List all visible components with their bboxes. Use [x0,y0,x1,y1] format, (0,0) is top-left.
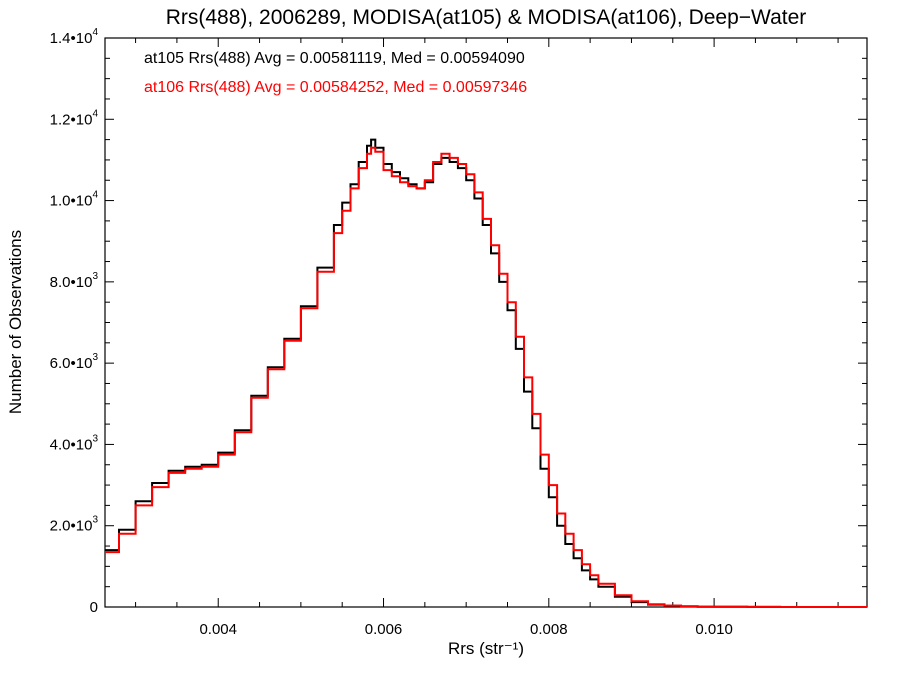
y-tick-label-base: 1.0•10 [50,193,93,210]
y-tick-label-base: 8.0•10 [50,274,93,291]
y-tick-label-exponent: 3 [92,433,98,444]
y-tick-label: 4.0•103 [50,433,99,453]
series-layer [105,138,867,608]
y-tick-label: 1.2•104 [50,108,99,128]
y-tick-label: 8.0•103 [50,271,99,291]
y-tick-label-exponent: 3 [92,352,98,363]
y-tick-label-base: 0 [90,599,98,616]
y-tick-label: 1.0•104 [50,190,99,210]
annotation-at106: at106 Rrs(488) Avg = 0.00584252, Med = 0… [144,79,527,96]
plot-frame [104,37,868,608]
y-tick-label-exponent: 4 [92,190,98,201]
y-tick-label-base: 1.2•10 [50,111,93,128]
y-tick-label-base: 4.0•10 [50,436,93,453]
x-axis-label: Rrs (str⁻¹) [448,639,524,658]
y-tick-label-exponent: 4 [92,27,98,38]
x-axis-ticks: 0.004 0.006 0.008 0.010 [135,38,839,638]
annotation-at105: at105 Rrs(488) Avg = 0.00581119, Med = 0… [144,50,525,67]
series-line-at106 [105,146,867,608]
y-tick-label-exponent: 4 [92,108,98,119]
series-line-at105 [105,138,867,608]
x-tick-label: 0.010 [695,621,733,638]
y-tick-label-base: 2.0•10 [50,518,93,535]
x-tick-label: 0.004 [199,621,237,638]
y-axis-label: Number of Observations [6,230,25,414]
y-tick-label-base: 1.4•10 [50,30,93,47]
y-tick-label: 2.0•103 [50,515,99,535]
y-tick-label-exponent: 3 [92,271,98,282]
y-tick-label: 0 [90,599,98,616]
y-axis-ticks: 02.0•1034.0•1036.0•1038.0•1031.0•1041.2•… [50,27,867,616]
y-tick-label: 1.4•104 [50,27,99,47]
y-tick-label-base: 6.0•10 [50,355,93,372]
x-tick-label: 0.006 [365,621,403,638]
x-tick-label: 0.008 [530,621,568,638]
y-tick-label-exponent: 3 [92,515,98,526]
chart-title: Rrs(488), 2006289, MODISA(at105) & MODIS… [166,6,807,29]
y-tick-label: 6.0•103 [50,352,99,372]
